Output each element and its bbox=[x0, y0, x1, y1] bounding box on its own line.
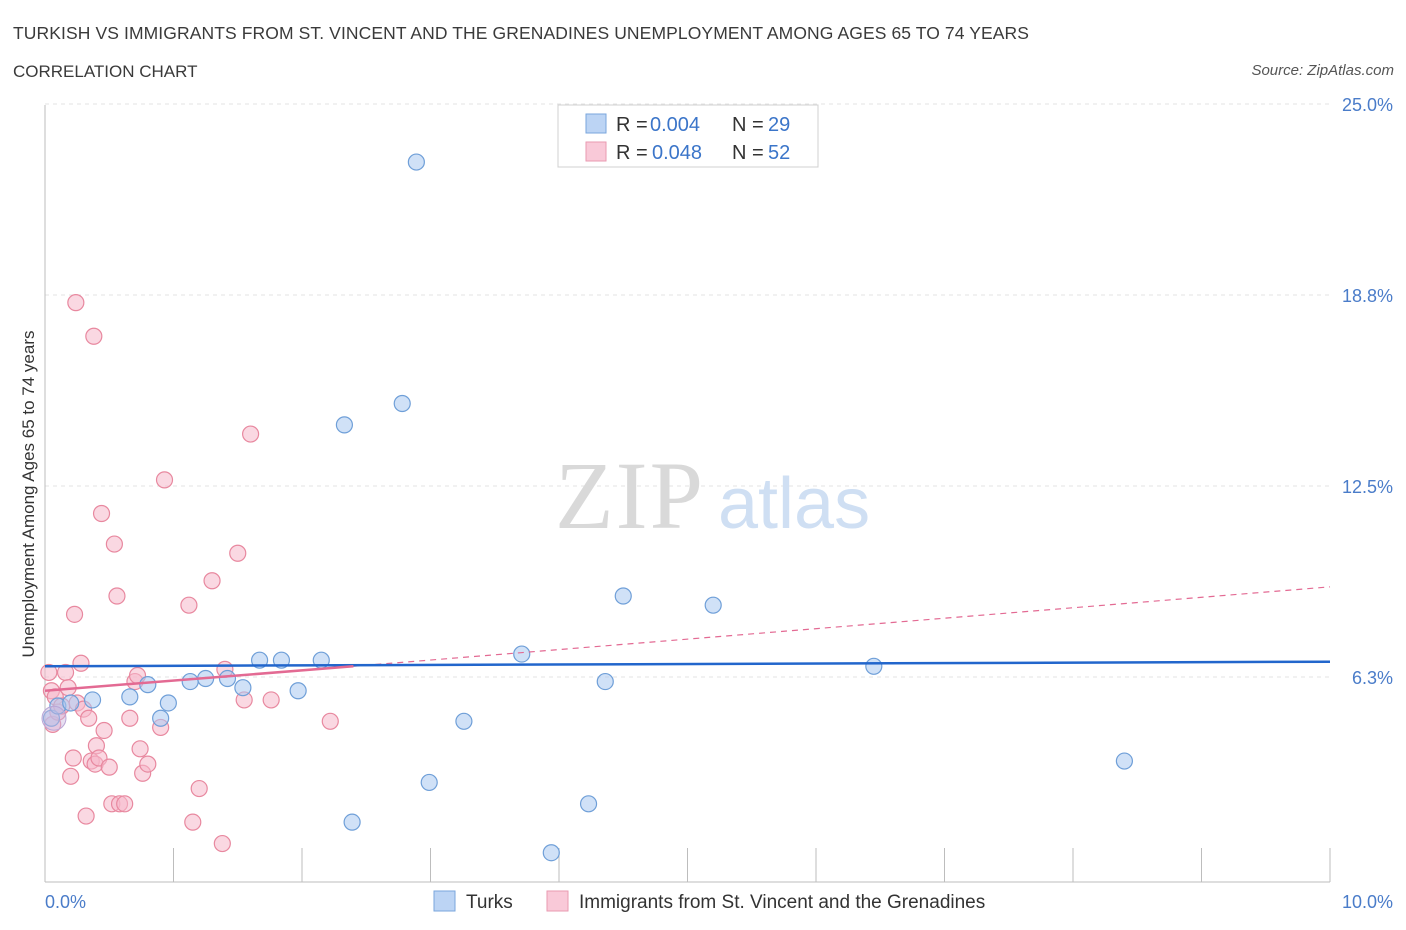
point-series1-8 bbox=[62, 767, 80, 785]
point-series1-22 bbox=[92, 504, 111, 523]
legend-swatch-turks bbox=[585, 113, 607, 134]
y-tick-label-2: 18.8% bbox=[1342, 286, 1393, 306]
y-tick-label-0: 6.3% bbox=[1352, 668, 1393, 688]
point-series0-20 bbox=[420, 773, 438, 792]
point-series0-17 bbox=[343, 813, 361, 831]
point-series1-35 bbox=[139, 755, 157, 773]
point-series1-42 bbox=[213, 834, 231, 853]
point-series0-22 bbox=[513, 645, 531, 663]
bottom-legend-swatch-turks bbox=[433, 890, 456, 912]
point-series1-44 bbox=[229, 544, 247, 562]
point-series0-24 bbox=[579, 795, 598, 813]
point-series0-2 bbox=[62, 694, 80, 712]
x-tick-label-max: 10.0% bbox=[1342, 892, 1393, 912]
legend-r-label-2: R = bbox=[616, 142, 648, 164]
point-series1-11 bbox=[67, 294, 85, 312]
point-series0-16 bbox=[335, 416, 354, 434]
point-series0-3 bbox=[83, 691, 102, 709]
point-series1-40 bbox=[190, 779, 208, 798]
point-series1-39 bbox=[184, 813, 202, 831]
point-series1-24 bbox=[100, 758, 118, 776]
point-series1-46 bbox=[242, 425, 260, 443]
point-series1-26 bbox=[105, 535, 123, 553]
point-series0-13 bbox=[272, 651, 291, 669]
point-series0-26 bbox=[614, 587, 632, 605]
legend-r-label-1: R = bbox=[616, 114, 648, 136]
legend-r-value-2: 0.048 bbox=[652, 142, 702, 164]
watermark: ZIP atlas bbox=[555, 442, 870, 549]
point-series0-29 bbox=[1115, 752, 1134, 770]
point-series1-47 bbox=[262, 691, 280, 709]
point-series1-18 bbox=[85, 327, 103, 345]
bottom-legend-label-turks: Turks bbox=[466, 892, 513, 913]
bottom-legend: Turks Immigrants from St. Vincent and th… bbox=[433, 890, 985, 913]
legend-n-value-2: 52 bbox=[768, 142, 790, 164]
point-series0-27 bbox=[704, 596, 722, 614]
point-series0-6 bbox=[152, 709, 170, 727]
point-cluster-origin bbox=[41, 705, 67, 731]
point-series1-41 bbox=[203, 572, 221, 590]
point-series0-23 bbox=[542, 844, 560, 862]
chart-title: TURKISH VS IMMIGRANTS FROM ST. VINCENT A… bbox=[13, 23, 1030, 43]
point-series1-9 bbox=[64, 749, 82, 767]
y-tick-labels: 6.3% 12.5% 18.8% 25.0% bbox=[1342, 95, 1393, 688]
trend-line-series0 bbox=[44, 660, 1331, 668]
point-series0-4 bbox=[121, 688, 139, 706]
y-axis-label: Unemployment Among Ages 65 to 74 years bbox=[19, 331, 38, 658]
point-series0-25 bbox=[596, 672, 614, 691]
point-series1-38 bbox=[180, 596, 198, 614]
gridlines bbox=[45, 103, 1330, 678]
point-series0-19 bbox=[407, 153, 425, 171]
legend-n-label-2: N = bbox=[732, 142, 764, 164]
legend-n-label-1: N = bbox=[732, 114, 764, 136]
point-series1-37 bbox=[155, 471, 174, 489]
trend-line-series1 bbox=[44, 665, 354, 692]
point-series1-29 bbox=[116, 795, 134, 813]
point-series0-14 bbox=[289, 682, 307, 700]
watermark-atlas: atlas bbox=[718, 464, 870, 544]
watermark-zip: ZIP bbox=[555, 442, 705, 549]
point-series0-5 bbox=[139, 676, 157, 694]
point-series0-21 bbox=[455, 712, 473, 730]
chart-subtitle: CORRELATION CHART bbox=[13, 62, 198, 81]
legend-box: R = 0.004 N = 29 R = 0.048 N = 52 bbox=[557, 104, 819, 168]
x-tick-label-min: 0.0% bbox=[45, 892, 86, 912]
trend-dashed-series1 bbox=[353, 586, 1331, 667]
bottom-legend-label-immigrants: Immigrants from St. Vincent and the Gren… bbox=[579, 892, 985, 913]
legend-swatch-immigrants bbox=[585, 141, 607, 162]
point-series0-28 bbox=[865, 657, 883, 675]
point-series1-13 bbox=[72, 654, 90, 672]
point-series0-10 bbox=[218, 669, 237, 688]
legend-r-value-1: 0.004 bbox=[650, 114, 700, 136]
point-series1-10 bbox=[65, 605, 84, 623]
y-tick-label-1: 12.5% bbox=[1342, 477, 1393, 497]
legend-n-value-1: 29 bbox=[768, 114, 790, 136]
x-ticks bbox=[173, 848, 1331, 882]
point-series1-23 bbox=[95, 721, 113, 740]
trend-lines bbox=[44, 586, 1331, 692]
point-series1-15 bbox=[77, 807, 95, 825]
y-tick-label-3: 25.0% bbox=[1342, 95, 1393, 115]
point-series0-7 bbox=[159, 694, 177, 712]
point-series1-33 bbox=[131, 740, 149, 758]
point-series0-18 bbox=[393, 394, 411, 413]
point-series1-16 bbox=[80, 709, 98, 727]
point-series1-48 bbox=[321, 712, 339, 730]
data-points bbox=[40, 153, 1134, 862]
point-series0-12 bbox=[250, 651, 269, 669]
bottom-legend-swatch-immigrants bbox=[546, 890, 569, 912]
point-series1-27 bbox=[108, 587, 126, 605]
point-series0-8 bbox=[181, 672, 199, 691]
point-series0-11 bbox=[234, 679, 252, 697]
chart-source: Source: ZipAtlas.com bbox=[1251, 62, 1394, 79]
point-series1-30 bbox=[121, 709, 139, 727]
point-series1-0 bbox=[40, 663, 58, 682]
